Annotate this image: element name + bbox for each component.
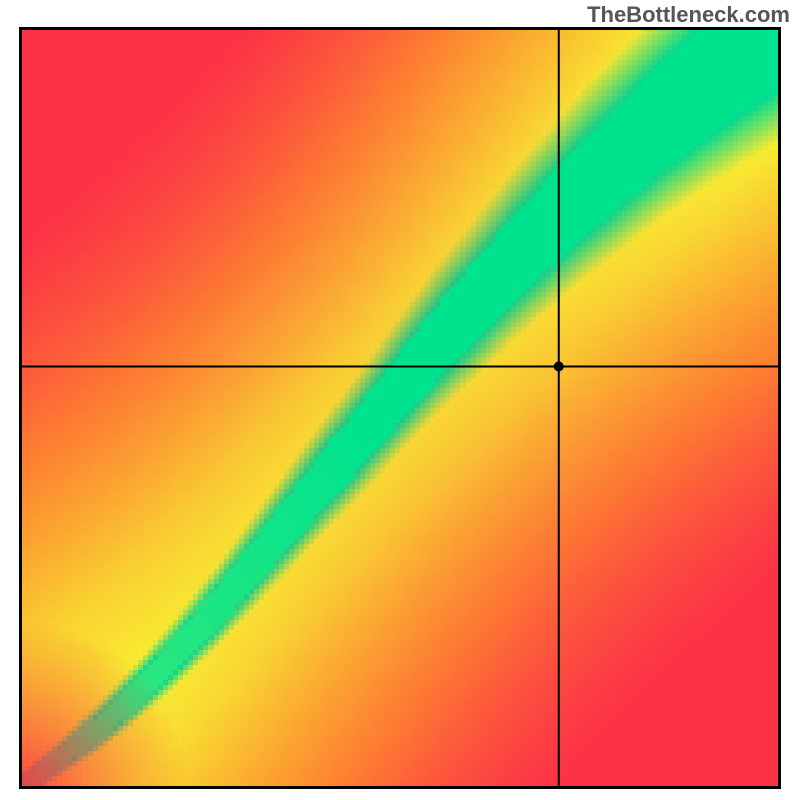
bottleneck-heatmap xyxy=(0,0,800,800)
chart-container: TheBottleneck.com xyxy=(0,0,800,800)
attribution-label: TheBottleneck.com xyxy=(587,2,790,28)
